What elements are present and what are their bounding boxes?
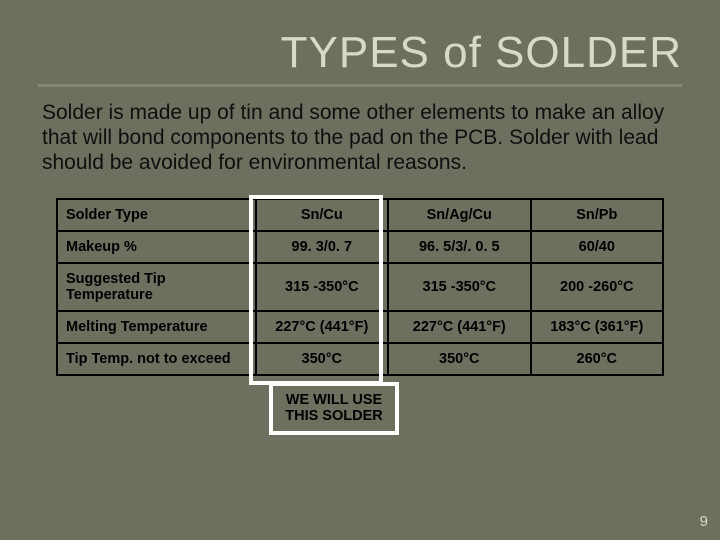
table-row: Makeup % 99. 3/0. 7 96. 5/3/. 0. 5 60/40 (57, 231, 663, 263)
table-header-cell: Sn/Cu (256, 199, 388, 231)
table-row: Tip Temp. not to exceed 350°C 350°C 260°… (57, 343, 663, 375)
table-header-cell: Solder Type (57, 199, 256, 231)
table-cell: 200 -260°C (531, 263, 663, 311)
table-wrapper: Solder Type Sn/Cu Sn/Ag/Cu Sn/Pb Makeup … (38, 198, 682, 435)
solder-table: Solder Type Sn/Cu Sn/Ag/Cu Sn/Pb Makeup … (56, 198, 664, 376)
slide: TYPES of SOLDER Solder is made up of tin… (0, 0, 720, 540)
intro-paragraph: Solder is made up of tin and some other … (38, 100, 682, 176)
title-divider (38, 84, 682, 86)
table-row: Solder Type Sn/Cu Sn/Ag/Cu Sn/Pb (57, 199, 663, 231)
table-row: Melting Temperature 227°C (441°F) 227°C … (57, 311, 663, 343)
slide-title: TYPES of SOLDER (38, 28, 682, 78)
table-cell: 60/40 (531, 231, 663, 263)
table-cell: 227°C (441°F) (256, 311, 388, 343)
table-row: Suggested Tip Temperature 315 -350°C 315… (57, 263, 663, 311)
table-cell: Suggested Tip Temperature (57, 263, 256, 311)
callout-label: WE WILL USE THIS SOLDER (269, 382, 399, 435)
table-cell: 350°C (388, 343, 531, 375)
table-cell: 183°C (361°F) (531, 311, 663, 343)
table-cell: 315 -350°C (256, 263, 388, 311)
table-cell: 315 -350°C (388, 263, 531, 311)
table-cell: Makeup % (57, 231, 256, 263)
table-header-cell: Sn/Pb (531, 199, 663, 231)
table-cell: 260°C (531, 343, 663, 375)
table-cell: 96. 5/3/. 0. 5 (388, 231, 531, 263)
table-cell: 350°C (256, 343, 388, 375)
table-cell: Melting Temperature (57, 311, 256, 343)
table-header-cell: Sn/Ag/Cu (388, 199, 531, 231)
table-cell: 227°C (441°F) (388, 311, 531, 343)
table-cell: 99. 3/0. 7 (256, 231, 388, 263)
table-cell: Tip Temp. not to exceed (57, 343, 256, 375)
page-number: 9 (700, 513, 708, 530)
